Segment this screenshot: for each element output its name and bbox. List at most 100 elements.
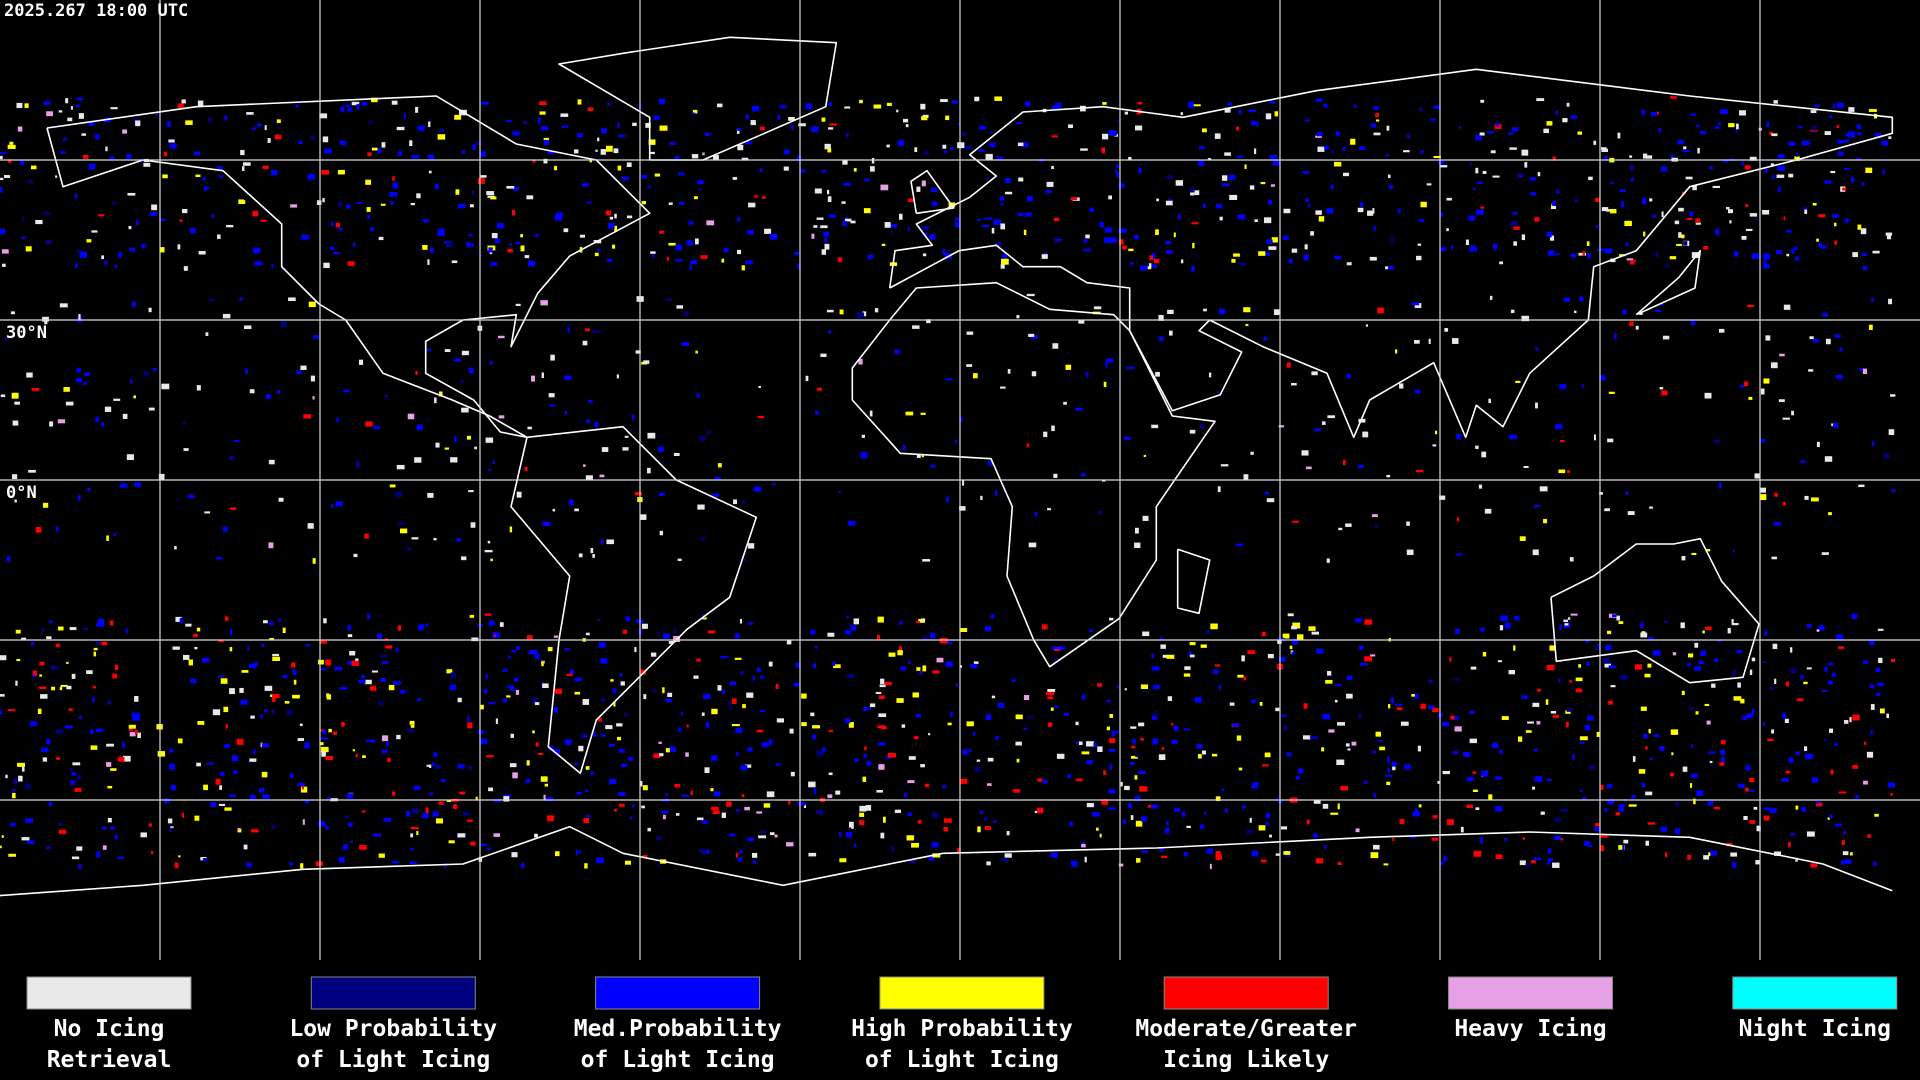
icing-pixel: [264, 685, 273, 691]
icing-pixel: [1334, 699, 1338, 703]
icing-pixel: [195, 174, 201, 178]
icing-pixel: [1562, 118, 1568, 123]
icing-pixel: [158, 473, 165, 480]
icing-pixel: [1795, 857, 1798, 862]
icing-pixel: [311, 135, 316, 140]
icing-pixel: [289, 862, 293, 866]
icing-pixel: [355, 658, 359, 664]
icing-pixel: [1007, 368, 1011, 374]
icing-pixel: [490, 558, 493, 562]
icing-pixel: [742, 558, 747, 561]
icing-pixel: [814, 645, 818, 649]
icing-pixel: [966, 364, 973, 367]
icing-pixel: [1669, 256, 1677, 260]
icing-pixel: [444, 349, 451, 353]
icing-pixel: [342, 844, 348, 851]
icing-pixel: [717, 685, 722, 691]
icing-pixel: [942, 784, 947, 789]
icing-pixel: [1211, 753, 1218, 757]
icing-pixel: [1824, 456, 1833, 462]
icing-pixel: [122, 129, 128, 134]
icing-pixel: [292, 694, 300, 699]
icing-pixel: [1228, 174, 1236, 180]
icing-pixel: [1346, 373, 1351, 379]
icing-pixel: [92, 696, 95, 703]
icing-pixel: [1232, 723, 1240, 727]
icing-pixel: [700, 255, 708, 259]
icing-pixel: [1664, 620, 1668, 624]
icing-pixel: [509, 763, 517, 768]
icing-pixel: [563, 228, 569, 233]
icing-pixel: [0, 228, 6, 235]
icing-pixel: [1130, 726, 1137, 729]
icing-pixel: [502, 698, 507, 703]
icing-pixel: [381, 142, 386, 148]
icing-pixel: [234, 439, 240, 442]
icing-pixel: [1288, 258, 1293, 264]
icing-pixel: [1268, 200, 1273, 205]
icing-pixel: [921, 618, 926, 621]
icing-pixel: [1097, 683, 1103, 687]
icing-pixel: [1286, 752, 1292, 757]
icing-pixel: [1180, 112, 1183, 116]
icing-pixel: [750, 120, 756, 126]
icing-pixel: [1738, 783, 1745, 788]
icing-pixel: [920, 103, 926, 110]
icing-pixel: [1258, 825, 1266, 831]
icing-pixel: [1519, 860, 1526, 866]
icing-pixel: [1878, 657, 1883, 664]
icing-pixel: [564, 648, 570, 651]
timestamp: 2025.267 18:00 UTC: [4, 1, 188, 21]
icing-pixel: [1563, 297, 1570, 302]
icing-pixel: [1480, 206, 1485, 209]
icing-pixel: [1709, 760, 1713, 764]
icing-pixel: [786, 640, 792, 645]
icing-pixel: [528, 260, 536, 267]
icing-pixel: [921, 180, 926, 187]
icing-pixel: [242, 162, 251, 166]
icing-pixel: [86, 670, 93, 675]
icing-pixel: [985, 153, 993, 160]
icing-pixel: [1167, 696, 1173, 701]
icing-pixel: [1011, 679, 1016, 682]
icing-pixel: [1266, 498, 1275, 503]
icing-pixel: [1509, 147, 1517, 150]
icing-pixel: [155, 111, 159, 116]
icing-pixel: [871, 157, 875, 164]
icing-pixel: [475, 141, 482, 145]
icing-pixel: [197, 100, 204, 107]
icing-pixel: [674, 783, 680, 788]
icing-pixel: [995, 490, 998, 496]
icing-pixel: [833, 664, 841, 669]
icing-pixel: [1550, 710, 1557, 714]
icing-pixel: [1607, 799, 1615, 805]
icing-pixel: [229, 647, 233, 652]
icing-pixel: [415, 370, 418, 375]
icing-pixel: [585, 419, 591, 423]
icing-pixel: [1529, 177, 1537, 181]
icing-pixel: [183, 266, 188, 271]
icing-pixel: [1719, 109, 1728, 115]
icing-pixel: [657, 630, 660, 636]
icing-pixel: [78, 313, 81, 320]
icing-pixel: [523, 121, 527, 124]
icing-pixel: [1171, 739, 1178, 744]
icing-pixel: [448, 840, 455, 844]
icing-pixel: [554, 165, 558, 171]
icing-pixel: [489, 361, 494, 365]
icing-pixel: [1264, 752, 1271, 758]
icing-pixel: [751, 852, 758, 858]
icing-pixel: [1749, 213, 1758, 217]
icing-pixel: [469, 614, 475, 618]
icing-pixel: [1501, 716, 1509, 720]
icing-pixel: [960, 416, 963, 423]
icing-pixel: [1862, 368, 1868, 375]
icing-pixel: [1034, 511, 1038, 517]
icing-pixel: [1449, 656, 1452, 662]
icing-pixel: [600, 149, 606, 155]
icing-pixel: [1681, 690, 1685, 696]
icing-pixel: [1017, 142, 1024, 147]
icing-pixel: [1546, 231, 1553, 238]
icing-pixel: [899, 621, 903, 625]
